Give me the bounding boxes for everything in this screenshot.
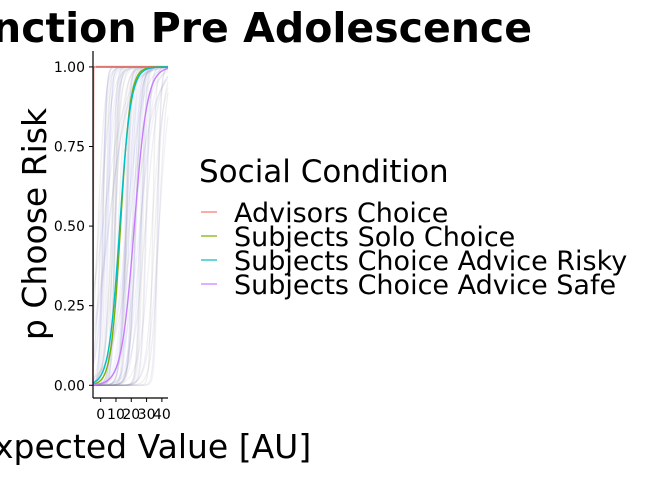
x-tick-label: 0 (96, 407, 105, 423)
individual-curve (92, 66, 169, 386)
individual-curves (92, 65, 169, 386)
individual-curve (92, 67, 169, 383)
individual-curve (93, 66, 169, 386)
legend-label: Subjects Choice Advice Safe (234, 270, 616, 301)
individual-curve (93, 66, 169, 386)
individual-curve (93, 115, 169, 386)
individual-curve (93, 66, 168, 386)
legend-label: Subjects Solo Choice (234, 222, 515, 253)
y-ticks: 0.00 0.25 0.50 0.75 1.00 (54, 60, 93, 394)
series-line (92, 67, 169, 386)
legend-title: Social Condition (199, 154, 449, 190)
y-tick-label: 0.00 (54, 378, 85, 394)
individual-curve (92, 69, 169, 386)
y-tick-label: 0.25 (54, 299, 85, 315)
legend-label: Subjects Choice Advice Risky (234, 246, 627, 277)
series-lines (92, 66, 169, 386)
x-tick-label: 20 (122, 407, 140, 423)
individual-curve (92, 76, 169, 385)
y-tick-label: 0.50 (54, 219, 85, 235)
individual-curve (92, 67, 169, 293)
individual-curve (93, 66, 169, 386)
x-tick-label: 10 (107, 407, 125, 423)
individual-curve (92, 87, 169, 386)
individual-curve (92, 75, 169, 386)
x-tick-label: 40 (153, 407, 171, 423)
y-axis-title: p Choose Risk (15, 107, 54, 340)
legend-label: Advisors Choice (234, 198, 448, 229)
y-tick-label: 0.75 (54, 140, 85, 156)
individual-curve (93, 66, 169, 386)
x-axis-title: xpected Value [AU] (0, 427, 311, 466)
x-tick-label: 30 (138, 407, 156, 423)
individual-curve (92, 66, 169, 337)
individual-curve (93, 66, 169, 386)
series-line (92, 66, 169, 384)
chart-title: nction Pre Adolescence (0, 4, 532, 52)
y-tick-label: 1.00 (54, 60, 85, 76)
individual-curve (93, 92, 169, 386)
individual-curve (93, 81, 169, 386)
legend: Social Condition Advisors ChoiceSubjects… (199, 154, 627, 301)
